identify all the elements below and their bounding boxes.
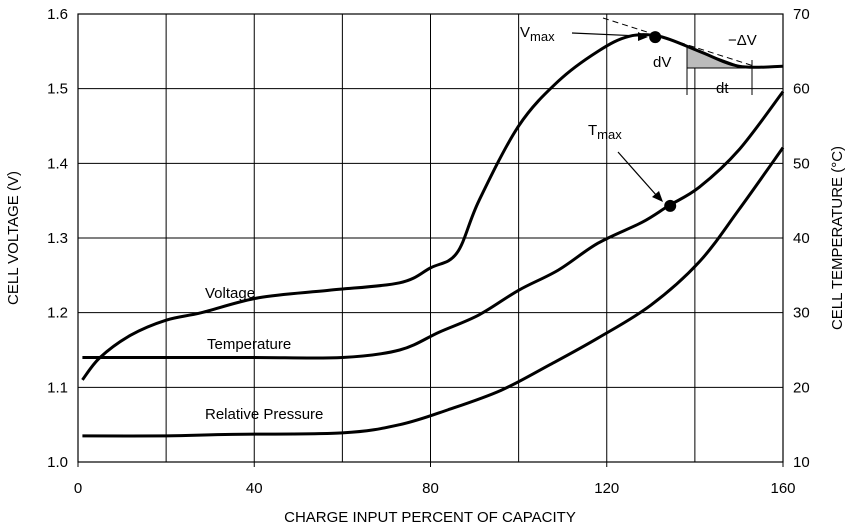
y-tick-label: 1.6 — [47, 6, 68, 23]
annotation: dV — [653, 54, 671, 71]
annotation: Vmax — [520, 24, 555, 44]
series-label: Voltage — [205, 285, 255, 302]
x-tick-label: 40 — [246, 480, 263, 497]
y2-tick-label: 70 — [793, 6, 810, 23]
y2-tick-label: 20 — [793, 379, 810, 396]
x-axis-title: CHARGE INPUT PERCENT OF CAPACITY — [284, 509, 576, 526]
line-series — [82, 90, 785, 360]
y-tick-label: 1.0 — [47, 454, 68, 471]
curves — [81, 33, 785, 438]
y-axis-title: CELL VOLTAGE (V) — [5, 171, 22, 305]
x-tick-label: 160 — [770, 480, 795, 497]
y2-tick-label: 60 — [793, 81, 810, 98]
peak-marker — [649, 31, 662, 44]
y-tick-label: 1.2 — [47, 305, 68, 322]
annotation: Tmax — [588, 122, 622, 142]
annotation-sub: max — [530, 29, 555, 44]
arrowhead — [652, 191, 663, 202]
x-tick-label: 120 — [594, 480, 619, 497]
peak-marker — [664, 199, 677, 212]
y-tick-label: 1.4 — [47, 155, 68, 172]
annotation-sub: max — [597, 127, 622, 142]
y-tick-label: 1.1 — [47, 379, 68, 396]
y-tick-label: 1.5 — [47, 81, 68, 98]
y2-tick-label: 10 — [793, 454, 810, 471]
series-label: Relative Pressure — [205, 406, 323, 423]
annotation-text: T — [588, 122, 597, 139]
x-tick-label: 0 — [74, 480, 82, 497]
x-tick-label: 80 — [422, 480, 439, 497]
line-series — [81, 33, 784, 381]
y-tick-label: 1.3 — [47, 230, 68, 247]
arrow — [617, 151, 658, 197]
series-label: Temperature — [207, 336, 291, 353]
annotation: dt — [716, 80, 729, 97]
grid — [78, 13, 783, 463]
annotation-text: V — [520, 24, 530, 41]
annotation: −ΔV — [728, 32, 757, 49]
y2-tick-label: 30 — [793, 305, 810, 322]
y2-tick-label: 50 — [793, 155, 810, 172]
line-series — [82, 146, 785, 438]
y2-tick-label: 40 — [793, 230, 810, 247]
y2-axis-title: CELL TEMPERATURE (°C) — [829, 146, 846, 330]
